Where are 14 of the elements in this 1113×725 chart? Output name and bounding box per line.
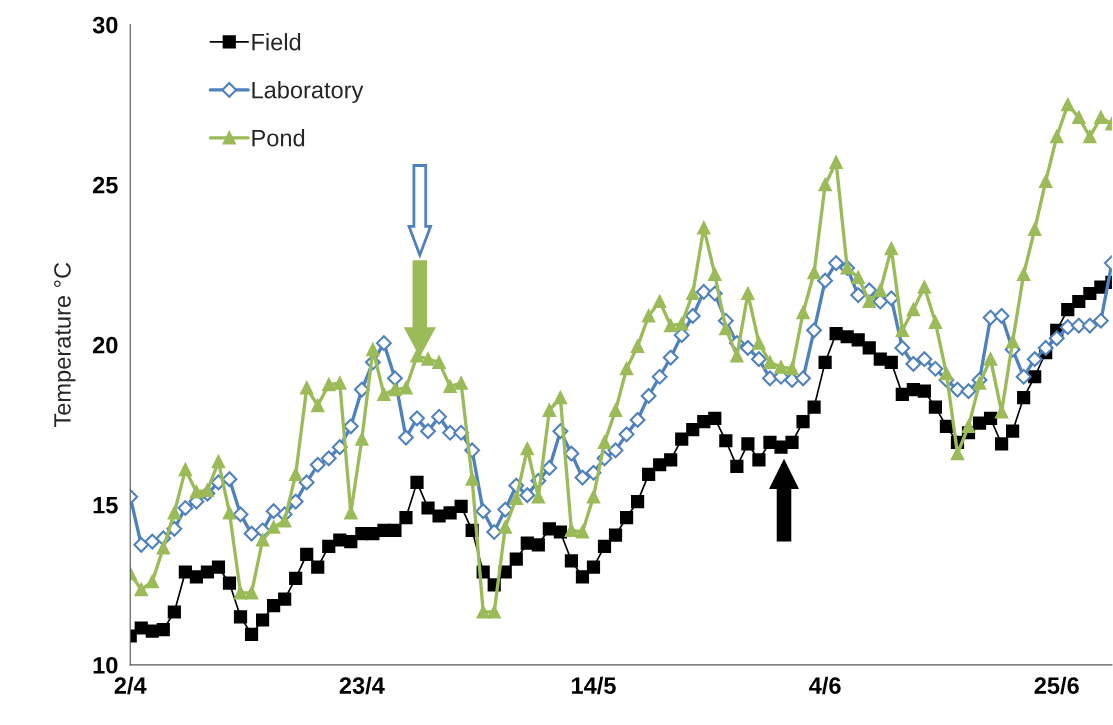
legend-label: Pond bbox=[252, 129, 305, 147]
legend-label: Laboratory bbox=[252, 81, 364, 104]
y-tick-label: 20 bbox=[92, 336, 118, 354]
y-tick-label: 25 bbox=[92, 176, 118, 194]
x-tick-label: 25/6 bbox=[1034, 676, 1079, 695]
y-tick-label: 30 bbox=[92, 16, 118, 34]
x-tick-label: 4/6 bbox=[809, 676, 841, 695]
y-axis-title: Temperature °C bbox=[54, 262, 76, 427]
legend-label: Field bbox=[252, 33, 301, 51]
y-tick-label: 10 bbox=[93, 656, 118, 674]
x-tick-label: 14/5 bbox=[571, 676, 616, 695]
x-tick-label: 2/4 bbox=[114, 676, 147, 695]
x-tick-label: 23/4 bbox=[339, 676, 385, 695]
y-tick-label: 15 bbox=[93, 497, 118, 514]
